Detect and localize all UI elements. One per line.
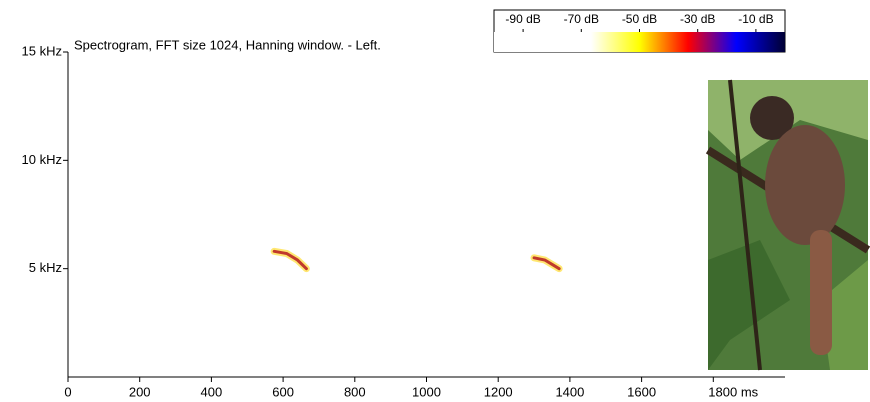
x-tick-label: 800 bbox=[344, 384, 366, 399]
x-tick-label: 400 bbox=[201, 384, 223, 399]
colorbar-tick-label: -70 dB bbox=[564, 12, 599, 26]
plot-area bbox=[68, 52, 785, 377]
x-tick-label: 1000 bbox=[412, 384, 441, 399]
colorbar-tick-label: -50 dB bbox=[622, 12, 657, 26]
colorbar-tick-label: -30 dB bbox=[680, 12, 715, 26]
x-tick-label: 1200 bbox=[484, 384, 513, 399]
photo bbox=[705, 79, 870, 371]
x-tick-label: 1800 ms bbox=[708, 384, 758, 399]
x-tick-label: 200 bbox=[129, 384, 151, 399]
x-tick-label: 0 bbox=[64, 384, 71, 399]
colorbar-tick-label: -10 dB bbox=[738, 12, 773, 26]
y-tick-label: 15 kHz bbox=[22, 43, 62, 58]
x-tick-label: 1400 bbox=[555, 384, 584, 399]
call bbox=[532, 256, 561, 271]
colorbar-tick-label: -90 dB bbox=[505, 12, 540, 26]
colorbar bbox=[494, 32, 785, 52]
call bbox=[272, 249, 308, 271]
x-tick-label: 1600 bbox=[627, 384, 656, 399]
chart-title: Spectrogram, FFT size 1024, Hanning wind… bbox=[74, 37, 381, 52]
x-tick-label: 600 bbox=[272, 384, 294, 399]
y-tick-label: 10 kHz bbox=[22, 152, 62, 167]
y-tick-label: 5 kHz bbox=[29, 260, 62, 275]
